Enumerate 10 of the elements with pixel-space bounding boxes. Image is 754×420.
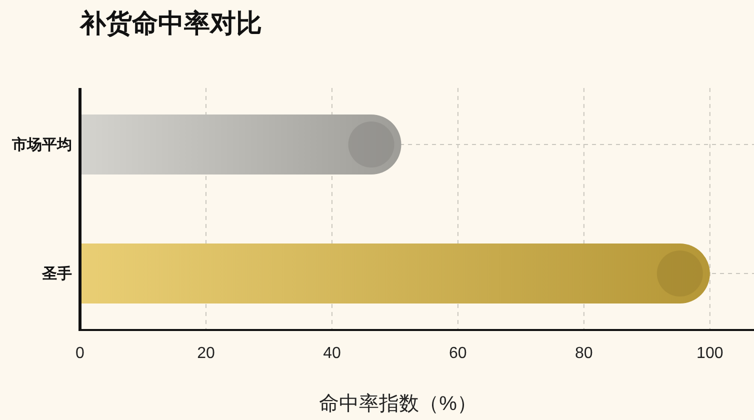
x-tick-label: 100 bbox=[696, 345, 724, 362]
chart-title: 补货命中率对比 bbox=[79, 8, 262, 38]
x-tick-label: 20 bbox=[197, 345, 215, 362]
y-tick-label: 市场平均 bbox=[11, 136, 72, 154]
x-tick-label: 40 bbox=[323, 345, 341, 362]
x-axis-title: 命中率指数（%） bbox=[319, 393, 477, 415]
x-tick-label: 0 bbox=[76, 345, 85, 362]
x-tick-label: 80 bbox=[575, 345, 593, 362]
x-tick-label: 60 bbox=[449, 345, 467, 362]
y-tick-label: 圣手 bbox=[41, 266, 72, 282]
